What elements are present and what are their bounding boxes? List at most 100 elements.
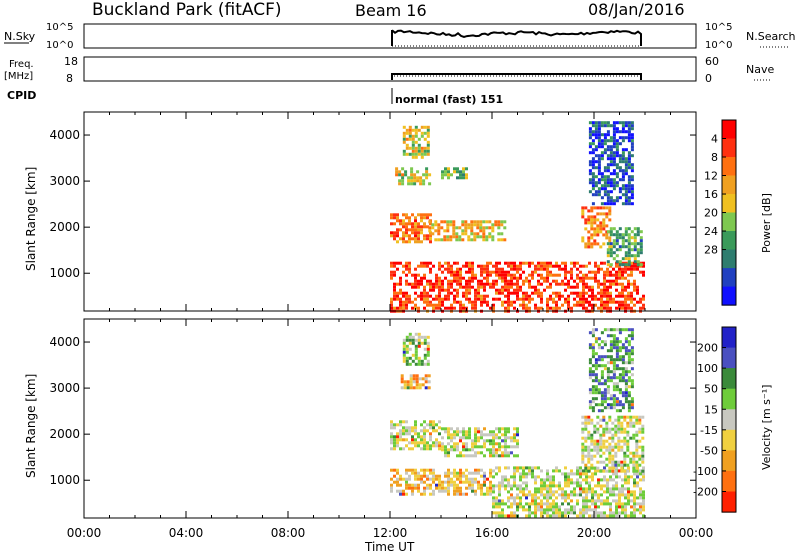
heatmap-cell <box>597 379 601 383</box>
heatmap-cell <box>618 331 622 335</box>
heatmap-cell <box>570 505 573 509</box>
heatmap-cell <box>396 234 399 238</box>
heatmap-cell <box>423 438 426 442</box>
heatmap-cell <box>453 492 456 496</box>
heatmap-cell <box>629 418 633 422</box>
heatmap-cell <box>590 436 594 440</box>
heatmap-cell <box>605 457 609 461</box>
heatmap-cell <box>416 179 420 183</box>
heatmap-cell <box>546 306 549 310</box>
heatmap-cell <box>507 303 510 307</box>
heatmap-cell <box>429 435 432 439</box>
heatmap-cell <box>396 219 399 223</box>
heatmap-cell <box>522 487 525 491</box>
heatmap-cell <box>600 364 604 368</box>
heatmap-cell <box>477 486 480 490</box>
heatmap-cell <box>608 430 612 434</box>
y-tick-label: 4000 <box>49 128 80 142</box>
heatmap-cell <box>398 179 402 183</box>
heatmap-cell <box>390 216 393 220</box>
heatmap-cell <box>396 240 399 244</box>
heatmap-cell <box>614 442 618 446</box>
heatmap-cell <box>540 514 543 518</box>
heatmap-cell <box>540 487 543 491</box>
beam-label: Beam 16 <box>355 1 427 20</box>
heatmap-cell <box>576 300 579 304</box>
heatmap-cell <box>573 490 576 494</box>
heatmap-cell <box>461 232 465 236</box>
heatmap-cell <box>414 347 418 351</box>
heatmap-cell <box>437 232 441 236</box>
heatmap-cell <box>638 439 642 443</box>
heatmap-cell <box>434 238 438 242</box>
heatmap-cell <box>432 426 435 430</box>
heatmap-cell <box>600 511 603 515</box>
heatmap-cell <box>465 173 468 177</box>
heatmap-cell <box>623 418 627 422</box>
heatmap-cell <box>438 279 441 283</box>
heatmap-cell <box>450 264 453 268</box>
heatmap-cell <box>405 359 409 363</box>
heatmap-cell <box>627 334 631 338</box>
heatmap-cell <box>399 492 402 496</box>
heatmap-cell <box>606 121 610 125</box>
heatmap-cell <box>636 227 640 231</box>
heatmap-cell <box>587 466 591 470</box>
heatmap-cell <box>629 415 633 419</box>
heatmap-cell <box>602 212 606 216</box>
heatmap-cell <box>549 475 552 479</box>
heatmap-cell <box>405 486 408 490</box>
heatmap-cell <box>435 294 438 298</box>
heatmap-cell <box>480 445 483 449</box>
heatmap-cell <box>459 477 462 481</box>
heatmap-cell <box>609 358 613 362</box>
heatmap-cell <box>609 300 612 304</box>
heatmap-cell <box>602 469 606 473</box>
heatmap-cell <box>510 496 513 500</box>
heatmap-cell <box>558 306 561 310</box>
heatmap-cell <box>534 514 537 518</box>
heatmap-cell <box>612 157 616 161</box>
heatmap-cell <box>522 294 525 298</box>
heatmap-cell <box>495 442 498 446</box>
heatmap-cell <box>641 460 645 464</box>
heatmap-cell <box>450 433 453 437</box>
heatmap-cell <box>486 279 489 283</box>
heatmap-cell <box>534 496 537 500</box>
heatmap-cell <box>429 426 432 430</box>
heatmap-cell <box>615 175 619 179</box>
heatmap-cell <box>456 454 459 458</box>
heatmap-cell <box>600 303 603 307</box>
heatmap-cell <box>450 439 453 443</box>
heatmap-cell <box>618 154 622 158</box>
heatmap-cell <box>492 306 495 310</box>
heatmap-cell <box>462 454 465 458</box>
heatmap-cell <box>453 261 456 265</box>
heatmap-cell <box>390 438 393 442</box>
heatmap-cell <box>534 303 537 307</box>
heatmap-cell <box>429 234 432 238</box>
heatmap-cell <box>399 300 402 304</box>
heatmap-cell <box>615 172 619 176</box>
heatmap-cell <box>441 288 444 292</box>
heatmap-cell <box>587 418 591 422</box>
heatmap-cell <box>630 242 634 246</box>
heatmap-cell <box>507 294 510 298</box>
colorbar-segment <box>722 368 736 390</box>
heatmap-cell <box>582 514 585 518</box>
heatmap-cell <box>446 235 450 239</box>
heatmap-cell <box>588 261 591 265</box>
heatmap-cell <box>414 486 417 490</box>
heatmap-cell <box>576 276 579 280</box>
heatmap-cell <box>501 279 504 283</box>
heatmap-cell <box>395 167 399 171</box>
heatmap-cell <box>626 463 630 467</box>
heatmap-cell <box>414 273 417 277</box>
heatmap-cell <box>630 349 634 353</box>
heatmap-cell <box>605 233 609 237</box>
heatmap-cell <box>462 303 465 307</box>
heatmap-cell <box>473 220 477 224</box>
heatmap-cell <box>468 270 471 274</box>
colorbar-tick-label: 20 <box>704 207 718 220</box>
heatmap-cell <box>525 514 528 518</box>
